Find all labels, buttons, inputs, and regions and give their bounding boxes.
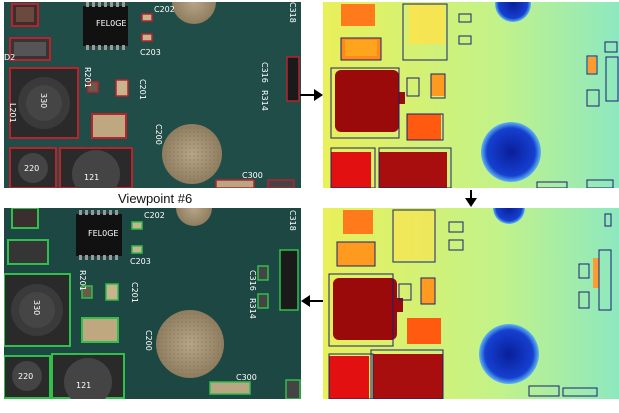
svg-text:C318: C318 bbox=[288, 210, 297, 231]
svg-text:C202: C202 bbox=[144, 211, 165, 220]
svg-text:R314: R314 bbox=[260, 90, 269, 111]
svg-text:C203: C203 bbox=[130, 257, 151, 266]
svg-text:R314: R314 bbox=[248, 298, 257, 319]
ic-chip-top: FEL0GE bbox=[83, 2, 128, 50]
inductor-220: 220 bbox=[9, 147, 57, 188]
arrow-left-icon bbox=[301, 295, 324, 307]
svg-text:C316: C316 bbox=[260, 62, 269, 83]
svg-text:C318: C318 bbox=[288, 2, 297, 23]
svg-text:C300: C300 bbox=[242, 171, 263, 180]
svg-text:330: 330 bbox=[39, 93, 48, 108]
inductor-330: 330 bbox=[9, 67, 79, 139]
svg-text:C201: C201 bbox=[130, 282, 139, 303]
inductor-220: 220 bbox=[4, 355, 51, 399]
viewpoint-caption: Viewpoint #6 bbox=[118, 191, 193, 206]
svg-text:C200: C200 bbox=[154, 124, 163, 145]
svg-text:L201: L201 bbox=[8, 103, 17, 123]
svg-text:C202: C202 bbox=[154, 5, 175, 14]
svg-text:FEL0GE: FEL0GE bbox=[88, 229, 118, 238]
svg-text:C201: C201 bbox=[138, 79, 147, 100]
inductor-121: 121 bbox=[51, 353, 125, 399]
hot-spot bbox=[335, 70, 399, 132]
svg-text:R201: R201 bbox=[78, 270, 87, 291]
svg-text:R201: R201 bbox=[83, 67, 92, 88]
heatmap-top bbox=[323, 2, 619, 188]
inductor-121: 121 bbox=[59, 147, 133, 188]
inductor-330: 330 bbox=[4, 273, 71, 347]
svg-text:C203: C203 bbox=[140, 48, 161, 57]
svg-text:FEL0GE: FEL0GE bbox=[96, 19, 126, 28]
pcb-image-top: FEL0GE C202 C203 330 L201 D2 R201 C201 C… bbox=[4, 2, 301, 188]
svg-text:C316: C316 bbox=[248, 270, 257, 291]
arrow-right-icon bbox=[300, 89, 323, 101]
svg-text:330: 330 bbox=[32, 300, 41, 315]
svg-text:121: 121 bbox=[76, 381, 91, 390]
svg-text:C200: C200 bbox=[144, 330, 153, 351]
svg-text:D2: D2 bbox=[4, 53, 15, 62]
ic-chip-bottom: FEL0GE bbox=[76, 210, 122, 260]
pcb-image-bottom: FEL0GE C202 C203 330 R201 C201 C200 220 … bbox=[4, 208, 301, 399]
heatmap-bottom bbox=[323, 208, 619, 399]
cold-spot bbox=[479, 324, 539, 384]
hot-spot bbox=[333, 278, 397, 340]
svg-text:220: 220 bbox=[18, 372, 33, 381]
arrow-down-icon bbox=[465, 190, 477, 207]
cold-spot bbox=[481, 122, 541, 182]
svg-text:220: 220 bbox=[24, 164, 39, 173]
svg-text:C300: C300 bbox=[236, 373, 257, 382]
svg-text:121: 121 bbox=[84, 173, 99, 182]
